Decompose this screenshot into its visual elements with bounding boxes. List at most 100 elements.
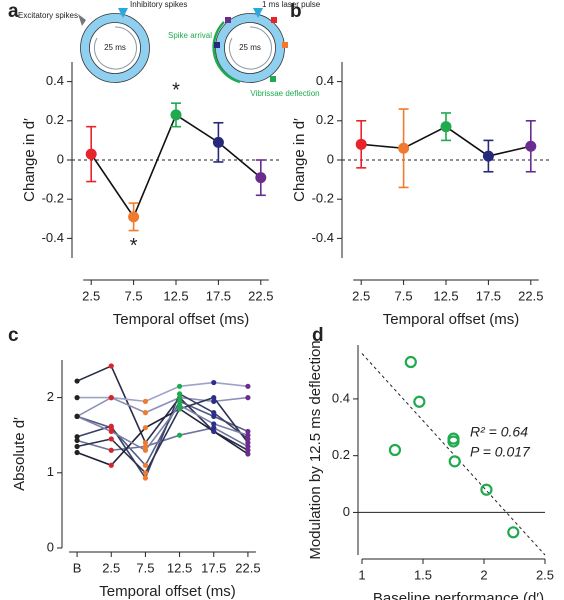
connecting-line <box>90 113 262 219</box>
point <box>245 383 251 389</box>
y-tick-label: 2 <box>47 389 54 404</box>
y-tick-label: 0.2 <box>316 112 334 127</box>
point <box>211 398 217 404</box>
point <box>211 379 217 386</box>
point <box>245 436 251 442</box>
point <box>170 109 182 121</box>
series-line <box>76 396 249 475</box>
series-line <box>76 426 249 452</box>
point <box>413 395 426 408</box>
point <box>142 462 149 468</box>
point <box>255 172 267 184</box>
point <box>74 437 80 444</box>
y-tick-label: 0 <box>57 151 64 166</box>
point <box>355 138 367 150</box>
point <box>245 428 251 435</box>
x-tick-label: 1 <box>358 567 365 582</box>
panel-letter: a <box>8 1 19 22</box>
point <box>482 150 494 162</box>
inset-label: Excitatory spikes <box>18 11 78 20</box>
x-tick-label: 17.5 <box>476 288 501 303</box>
point <box>211 421 217 427</box>
x-tick-label: 7.5 <box>125 288 143 303</box>
point <box>211 395 217 401</box>
point <box>480 483 493 496</box>
y-tick-label: 0.2 <box>332 447 350 462</box>
point <box>245 451 251 457</box>
y-axis-label: Absolute d′ <box>11 417 28 491</box>
y-tick-label: -0.4 <box>42 230 64 245</box>
point <box>398 142 410 154</box>
y-tick-label: -0.2 <box>312 191 334 206</box>
y-tick-label: 1 <box>47 464 54 479</box>
x-tick-label: 17.5 <box>201 560 226 575</box>
point <box>108 363 114 369</box>
point <box>176 395 183 401</box>
point <box>176 391 183 397</box>
x-axis-label: Baseline performance (d′) <box>373 590 544 600</box>
panel-letter: c <box>8 325 19 346</box>
point <box>388 443 402 457</box>
y-tick-label: 0.4 <box>316 73 334 88</box>
significance-marker: * <box>130 235 138 257</box>
x-tick-label: 12.5 <box>167 560 192 575</box>
point <box>525 140 537 152</box>
point <box>176 432 183 438</box>
point <box>245 443 251 450</box>
point <box>448 455 461 468</box>
inset-label: Inhibitory spikes <box>130 0 187 9</box>
point <box>245 447 251 453</box>
x-tick-label: 7.5 <box>136 560 154 575</box>
inset-diagram: Inhibitory spikes Excitatory spikes 25 m… <box>18 0 321 98</box>
x-tick-label: B <box>73 560 82 575</box>
point <box>74 378 80 384</box>
series-line <box>76 407 249 467</box>
x-tick-label: 2.5 <box>352 288 370 303</box>
point <box>74 434 80 440</box>
point <box>142 443 149 450</box>
x-tick-label: 17.5 <box>206 288 231 303</box>
annotation: P = 0.017 <box>470 444 531 460</box>
x-tick-label: 22.5 <box>235 560 260 575</box>
significance-marker: * <box>172 79 180 101</box>
point <box>108 436 114 442</box>
point <box>142 410 149 416</box>
point <box>108 395 114 401</box>
point <box>211 428 217 435</box>
point <box>74 413 80 419</box>
x-tick-label: 12.5 <box>163 288 188 303</box>
inset-label: 1 ms laser pulse <box>262 0 321 9</box>
point <box>142 398 149 404</box>
point <box>108 428 114 435</box>
x-tick-label: 22.5 <box>248 288 273 303</box>
inset-label: 25 ms <box>104 43 126 52</box>
x-tick-label: 12.5 <box>433 288 458 303</box>
point <box>142 425 149 431</box>
y-tick-label: -0.2 <box>42 191 64 206</box>
point <box>245 395 251 401</box>
point <box>108 423 114 429</box>
series-line <box>76 404 249 452</box>
point <box>108 447 114 453</box>
x-tick-label: 1.5 <box>414 567 432 582</box>
point <box>74 449 80 456</box>
y-tick-label: 0 <box>47 539 54 554</box>
inset-label: Spike arrival <box>168 31 212 40</box>
point <box>507 526 520 539</box>
x-tick-label: 2 <box>480 567 487 582</box>
y-tick-label: 0.4 <box>332 390 350 405</box>
x-axis-label: Temporal offset (ms) <box>383 311 519 328</box>
x-tick-label: 2.5 <box>102 560 120 575</box>
point <box>440 121 452 133</box>
inset-label: 25 ms <box>239 43 261 52</box>
point <box>212 136 224 148</box>
y-tick-label: 0 <box>327 151 334 166</box>
series-line <box>76 392 249 480</box>
x-axis-label: Temporal offset (ms) <box>113 311 249 328</box>
panel-letter: d <box>312 325 324 346</box>
annotation: R² = 0.64 <box>470 424 528 440</box>
x-tick-label: 22.5 <box>518 288 543 303</box>
y-axis-label: Modulation by 12.5 ms deflection <box>307 340 324 559</box>
point <box>176 383 183 389</box>
